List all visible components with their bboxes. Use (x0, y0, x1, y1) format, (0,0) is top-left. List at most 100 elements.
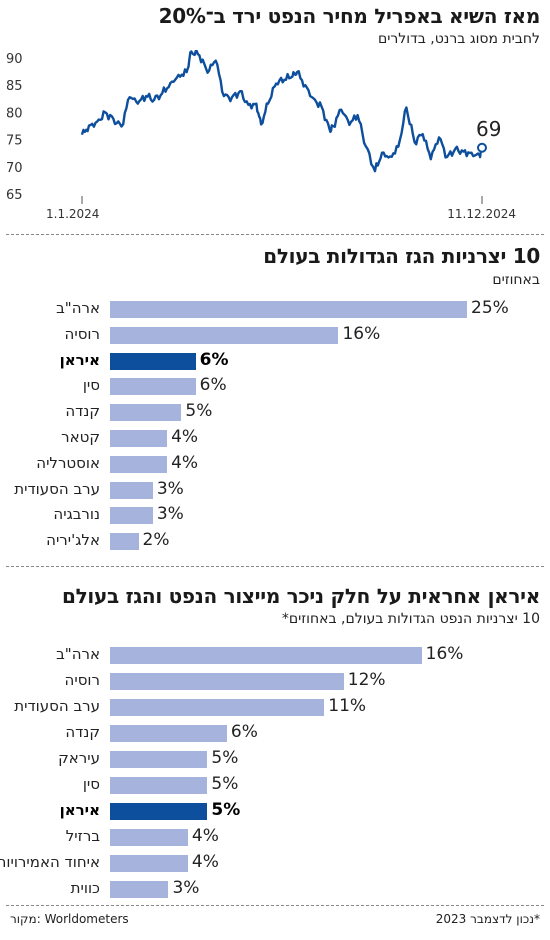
bar-category-label: כווית (70, 879, 100, 897)
bar-row: נורבגיה 3% (0, 504, 550, 527)
bar-row: קנדה 6% (0, 722, 550, 745)
bar-value-label: 6% (199, 375, 227, 396)
bar-category-label: ארה"ב (56, 299, 100, 317)
bar-category-label: ערב הסעודית (14, 479, 100, 498)
bar-category-label: קנדה (65, 723, 100, 741)
bar (110, 803, 208, 820)
bar (110, 881, 169, 898)
bar-category-label: ארה"ב (56, 645, 100, 663)
section-divider (6, 566, 544, 567)
section-divider (6, 905, 544, 906)
bar-value-label: 5% (211, 800, 241, 820)
x-tick-label: 1.1.2024 (46, 207, 99, 221)
bar-category-label: סין (82, 376, 100, 395)
bar-category-label: ברזיל (65, 827, 100, 845)
bar-row: סין 6% (0, 375, 550, 398)
bar-category-label: ערב הסעודית (14, 697, 100, 715)
bar (110, 699, 325, 716)
bar-category-label: אלג'יריה (46, 531, 100, 550)
bar-value-label: 4% (191, 852, 219, 872)
bar (110, 378, 196, 396)
bar-row: ערב הסעודית 11% (0, 696, 550, 719)
x-tick-label: 11.12.2024 (447, 207, 516, 221)
bar-category-label: אוסטרליה (36, 453, 100, 472)
bar-category-label: רוסיה (64, 671, 100, 689)
bar-category-label: סין (82, 775, 100, 793)
y-tick-label: 65 (6, 188, 23, 203)
bar-value-label: 5% (211, 748, 239, 768)
bar-value-label: 4% (171, 427, 199, 447)
bar-value-label: 6% (230, 722, 258, 742)
bar-row: אלג'יריה 2% (0, 530, 550, 553)
bar (110, 855, 188, 872)
bar-value-label: 16% (425, 644, 464, 664)
bar-row: ארה"ב 25% (0, 298, 550, 321)
bar-row: ערב הסעודית 3% (0, 478, 550, 502)
bar (110, 533, 139, 551)
bar-row: קנדה 5% (0, 401, 550, 424)
end-point-marker (477, 142, 487, 153)
bar (110, 301, 467, 318)
bar (110, 725, 227, 742)
bar-category-label: איחוד האמירויות (0, 853, 100, 871)
bar-row: כווית 3% (0, 878, 550, 901)
bar-row: איחוד האמירויות 4% (0, 852, 550, 875)
bar (110, 777, 208, 794)
bar-category-label: קנדה (65, 402, 100, 421)
bar (110, 404, 182, 422)
bar (110, 647, 422, 664)
bar-value-label: 3% (172, 878, 200, 898)
gas-chart-subtitle: באחוזים (492, 272, 540, 288)
bar-value-label: 4% (191, 826, 219, 846)
bar-category-label: עיראק (58, 749, 100, 767)
footnote: *נכון לדצמבר 2023 (435, 912, 540, 926)
bar-row: סין 5% (0, 774, 550, 797)
bar-value-label: 5% (185, 401, 213, 422)
bar (110, 829, 188, 846)
bar-value-label: 12% (347, 670, 386, 690)
bar-value-label: 16% (342, 323, 381, 344)
bar (110, 352, 196, 370)
source-note: מקור: Worldometers (10, 912, 129, 926)
bar (110, 326, 339, 344)
bar-value-label: 3% (156, 504, 184, 525)
bar-row: רוסיה 16% (0, 323, 550, 347)
bar-category-label: נורבגיה (53, 505, 100, 524)
bar-value-label: 25% (471, 298, 509, 318)
oil-chart-title: מאז השיא באפריל מחיר הנפט ירד ב־20% (158, 4, 541, 28)
gas-chart-title: 10 יצרניות הגז הגדולות בעולם (263, 244, 540, 268)
y-tick-label: 80 (6, 106, 23, 121)
oil-producers-title: איראן אחראית על חלק ניכר מייצור הנפט והג… (62, 584, 540, 608)
bar-value-label: 3% (156, 478, 184, 499)
bar-row: קטאר 4% (0, 427, 550, 450)
y-tick-label: 85 (6, 79, 23, 94)
bar (110, 430, 168, 447)
oil-price-line-chart: 90 85 80 75 70 65 1.1.2024 11.12.2024 69 (6, 50, 516, 221)
y-tick-label: 75 (6, 134, 23, 149)
bar-row: איראן 5% (0, 800, 550, 823)
oil-chart-subtitle: לחבית מסוג ברנט, בדולרים (377, 31, 540, 47)
section-divider (6, 234, 544, 235)
bar (110, 507, 153, 525)
bar-row: ארה"ב 16% (0, 644, 550, 667)
bar-value-label: 6% (199, 349, 229, 370)
y-tick-label: 90 (6, 52, 23, 67)
y-tick-label: 70 (6, 161, 23, 176)
bar-value-label: 2% (142, 530, 170, 551)
bar-row: איראן 6% (0, 349, 550, 373)
end-value-label: 69 (476, 117, 501, 141)
bar-value-label: 11% (328, 696, 367, 716)
bar (110, 751, 208, 768)
bar-category-label: איראן (59, 801, 100, 819)
bar-row: ברזיל 4% (0, 826, 550, 849)
bar-row: רוסיה 12% (0, 670, 550, 693)
bar (110, 455, 168, 473)
oil-producers-subtitle: 10 יצרניות הנפט הגדולות בעולם, באחוזים* (281, 611, 540, 627)
bar-row: אוסטרליה 4% (0, 452, 550, 476)
bar-value-label: 5% (211, 774, 239, 794)
oil-price-series-line (80, 50, 484, 173)
bar-category-label: רוסיה (64, 324, 100, 343)
bar-value-label: 4% (171, 452, 199, 473)
bar-row: עיראק 5% (0, 748, 550, 771)
bar-category-label: קטאר (61, 428, 100, 446)
